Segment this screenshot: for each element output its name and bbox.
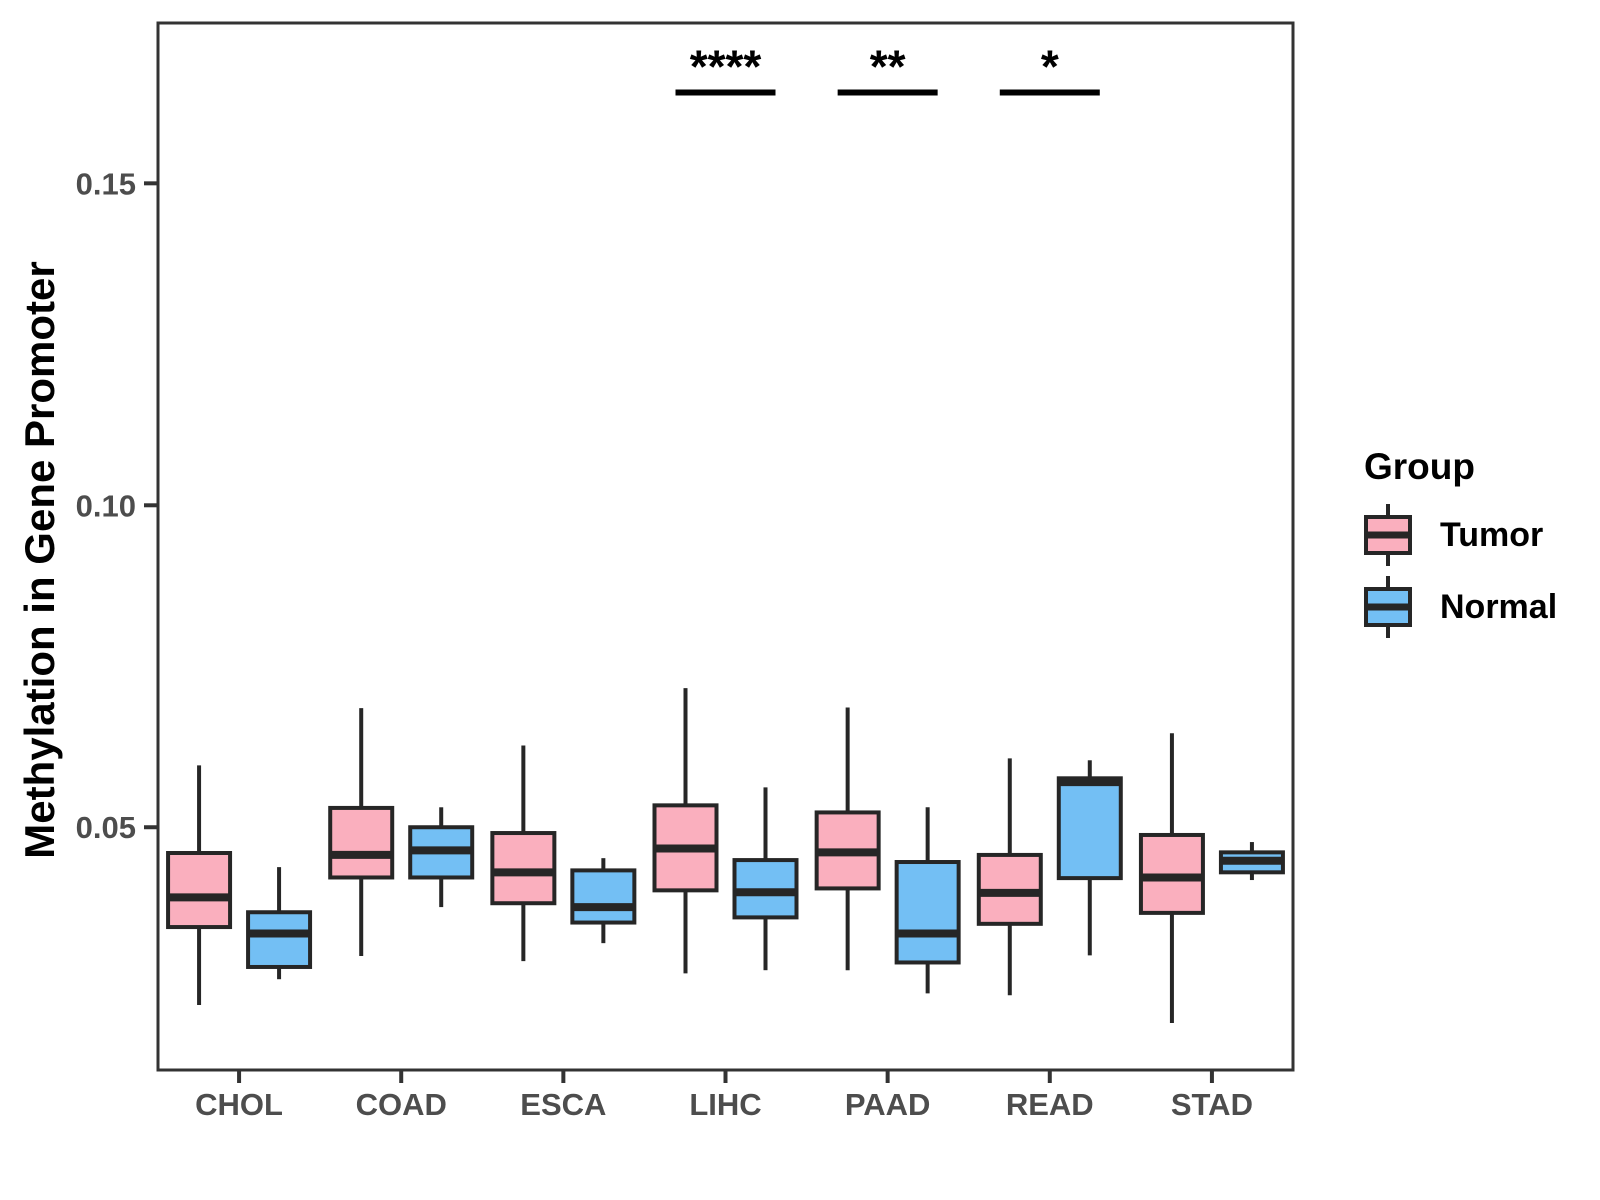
box-normal-PAAD [894,860,961,965]
tumor-boxplot-key-icon [1364,504,1412,566]
box-normal-READ [1056,776,1123,881]
legend: Group Tumor Normal [1360,446,1557,646]
significance-label-PAAD: ** [870,41,906,93]
panel-border [156,21,1295,1072]
normal-boxplot-key-icon [1364,576,1412,638]
y-tick-label: 0.10 [76,488,136,523]
box-tumor-ESCA [490,831,557,906]
box-tumor-COAD [328,805,395,880]
x-tick-label: COAD [356,1087,447,1122]
significance-label-READ: * [1041,41,1059,93]
legend-item-tumor: Tumor [1360,502,1557,568]
x-tick-label: CHOL [195,1087,283,1122]
x-tick-label: READ [1006,1087,1094,1122]
y-tick-label: 0.05 [76,810,136,845]
box-tumor-CHOL [166,851,233,930]
legend-item-normal: Normal [1360,574,1557,640]
legend-title: Group [1364,446,1475,487]
y-tick-label: 0.15 [76,166,136,201]
legend-label-normal: Normal [1440,587,1558,626]
box-normal-ESCA [570,868,637,925]
y-axis-title: Methylation in Gene Promoter [16,261,63,859]
legend-label-tumor: Tumor [1440,515,1544,554]
box-normal-CHOL [246,910,313,969]
x-tick-label: LIHC [689,1087,761,1122]
x-tick-label: PAAD [845,1087,931,1122]
x-tick-label: STAD [1171,1087,1253,1122]
significance-label-LIHC: **** [690,41,762,93]
x-tick-label: ESCA [520,1087,606,1122]
